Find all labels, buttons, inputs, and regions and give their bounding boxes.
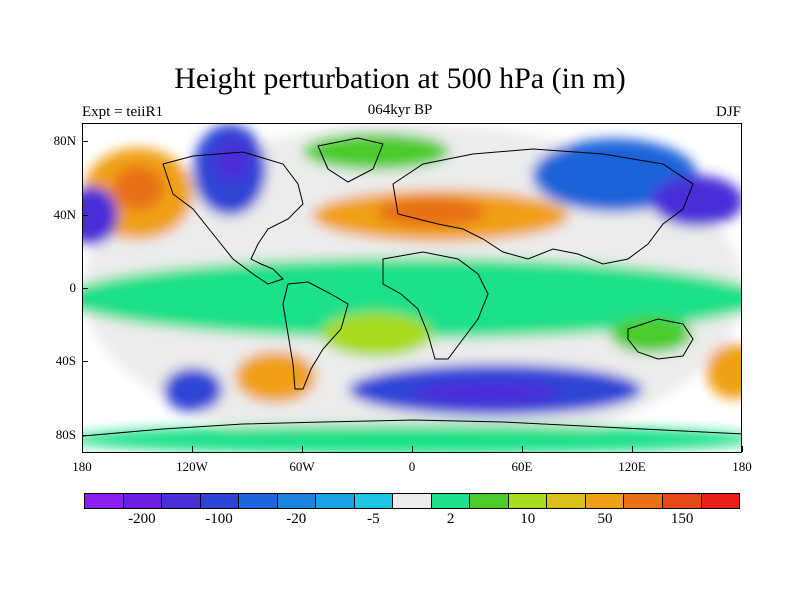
contour-region-south-pacific-blue: [163, 367, 223, 412]
contour-region-southern-ocean-core: [413, 380, 560, 407]
y-tick-label: 80N: [53, 133, 76, 149]
coastline-north-america: [162, 151, 304, 285]
y-tick-label: 40S: [55, 353, 76, 369]
season-label: DJF: [715, 104, 741, 120]
colorbar-swatch: [393, 494, 432, 508]
colorbar: [84, 493, 740, 509]
colorbar-label: -20: [286, 511, 307, 527]
x-tick-label: 60W: [289, 459, 315, 474]
colorbar-swatch: [162, 494, 201, 508]
colorbar-swatch: [624, 494, 663, 508]
y-tick-mark: [82, 434, 88, 436]
x-tick-mark: [522, 446, 523, 452]
colorbar-swatch: [662, 494, 702, 508]
plot-title: Height perturbation at 500 hPa (in m): [174, 62, 626, 95]
contour-region-south-pacific-orange: [235, 351, 316, 403]
colorbar-swatch: [316, 494, 355, 508]
colorbar-label: 10: [520, 511, 536, 527]
x-tick-mark: [632, 446, 633, 452]
x-tick-mark: [302, 446, 303, 452]
y-tick-label: 40N: [53, 206, 76, 222]
y-tick-label: 80S: [55, 426, 76, 442]
x-tick-label: 120W: [176, 459, 208, 474]
y-tick-mark: [82, 214, 88, 216]
coastline-south-america: [282, 281, 349, 390]
time-label: 064kyr BP: [367, 102, 433, 118]
contour-region-antarctica-green: [83, 424, 741, 452]
contour-region-east-pacific-orange: [706, 344, 741, 399]
x-tick-label: 60E: [511, 459, 533, 474]
x-tick-label: 0: [408, 459, 416, 474]
experiment-label: Expt = teiiR1: [82, 104, 163, 120]
colorbar-swatch: [431, 494, 471, 508]
colorbar-label: -200: [128, 511, 156, 527]
contour-map: [83, 124, 741, 452]
contour-region-tropical-band-green: [83, 257, 741, 339]
y-tick-mark: [82, 141, 88, 143]
colorbar-label: 150: [670, 511, 694, 527]
colorbar-swatch: [123, 494, 163, 508]
contour-region-australia-green: [611, 316, 692, 354]
map-frame: [82, 123, 742, 453]
contour-region-east-asia-purple: [651, 175, 741, 227]
y-tick-mark: [82, 288, 88, 289]
colorbar-swatch: [547, 494, 586, 508]
coastline-greenland: [317, 137, 384, 183]
colorbar-swatch: [470, 494, 509, 508]
x-tick-label: 180: [732, 459, 752, 474]
y-tick-mark: [82, 361, 88, 363]
y-tick-label: 0: [69, 280, 77, 295]
colorbar-swatch: [701, 494, 740, 508]
contour-region-europe-core: [376, 197, 487, 227]
x-tick-label: 120E: [618, 459, 646, 474]
x-tick-label: 180: [72, 459, 92, 474]
colorbar-swatch: [277, 494, 317, 508]
colorbar-label: -100: [205, 511, 233, 527]
coastline-australia: [627, 318, 694, 360]
colorbar-swatch: [85, 494, 124, 508]
colorbar-swatch: [354, 494, 394, 508]
coastline-eurasia: [392, 148, 694, 265]
colorbar-swatch: [200, 494, 240, 508]
x-tick-mark: [82, 446, 83, 452]
x-tick-mark: [192, 446, 193, 452]
contour-region-west-pacific-purple: [83, 186, 118, 245]
colorbar-swatch: [585, 494, 625, 508]
contour-region-north-pacific-core: [112, 166, 164, 211]
colorbar-label: 2: [446, 511, 455, 527]
colorbar-label: -5: [367, 511, 380, 527]
colorbar-swatch: [508, 494, 548, 508]
coastline-africa: [382, 251, 489, 360]
colorbar-swatch: [239, 494, 278, 508]
colorbar-label: 50: [597, 511, 613, 527]
contour-region-south-atlantic-yellow: [321, 312, 432, 357]
x-tick-mark: [412, 446, 413, 452]
x-tick-mark: [742, 446, 743, 452]
contour-region-canada-core: [215, 138, 252, 183]
coastline-antarctica: [83, 419, 741, 437]
contour-region-arctic-green: [303, 133, 450, 170]
